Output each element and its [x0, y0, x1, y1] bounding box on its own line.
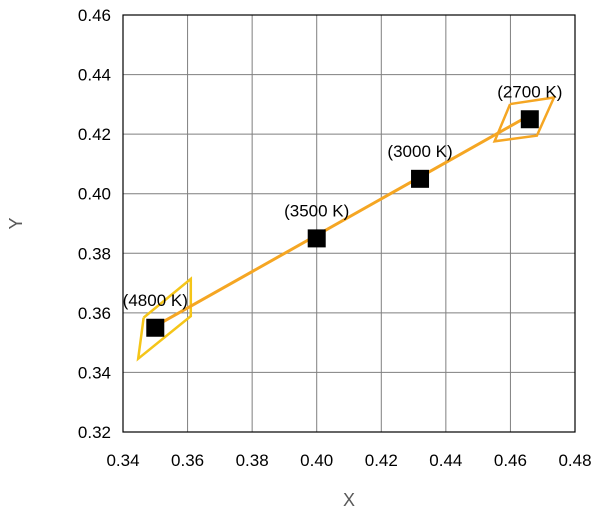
y-tick-label: 0.34	[78, 363, 111, 382]
label-layer: (4800 K) (3500 K) (3000 K) (2700 K)	[123, 82, 563, 310]
y-tick-label: 0.46	[78, 6, 111, 25]
x-tick-label: 0.40	[300, 451, 333, 470]
marker-layer	[146, 110, 539, 337]
x-tick-label: 0.36	[171, 451, 204, 470]
tolerance-quadrangle	[492, 95, 557, 143]
data-point-label: (3500 K)	[284, 201, 349, 220]
data-point-marker	[307, 229, 326, 248]
data-point-label: (4800 K)	[123, 291, 188, 310]
tolerance-quadrangle	[136, 276, 193, 362]
x-tick-label: 0.44	[429, 451, 462, 470]
data-point-marker	[146, 318, 165, 337]
x-tick-label: 0.38	[236, 451, 269, 470]
data-point-label: (2700 K)	[497, 82, 562, 101]
data-point-label: (3000 K)	[387, 142, 452, 161]
axis-layer: 0.34 0.36 0.38 0.40 0.42 0.44 0.46 0.48 0.32 0.34…	[78, 6, 592, 470]
y-tick-label: 0.32	[78, 423, 111, 442]
grid-layer	[122, 14, 576, 433]
x-tick-label: 0.42	[365, 451, 398, 470]
x-tick-label: 0.46	[494, 451, 527, 470]
data-point-marker	[411, 169, 430, 188]
line-layer	[150, 114, 531, 330]
y-tick-label: 0.44	[78, 66, 111, 85]
x-axis-title: X	[343, 490, 355, 510]
x-tick-label: 0.34	[106, 451, 139, 470]
y-tick-label: 0.36	[78, 304, 111, 323]
plot-frame	[122, 14, 576, 433]
quad-layer	[136, 95, 557, 362]
y-tick-label: 0.38	[78, 244, 111, 263]
data-point-marker	[520, 110, 539, 129]
y-tick-label: 0.42	[78, 125, 111, 144]
y-tick-label: 0.40	[78, 185, 111, 204]
y-axis-title: Y	[6, 217, 26, 229]
x-tick-label: 0.48	[558, 451, 591, 470]
cct-line	[150, 114, 531, 330]
